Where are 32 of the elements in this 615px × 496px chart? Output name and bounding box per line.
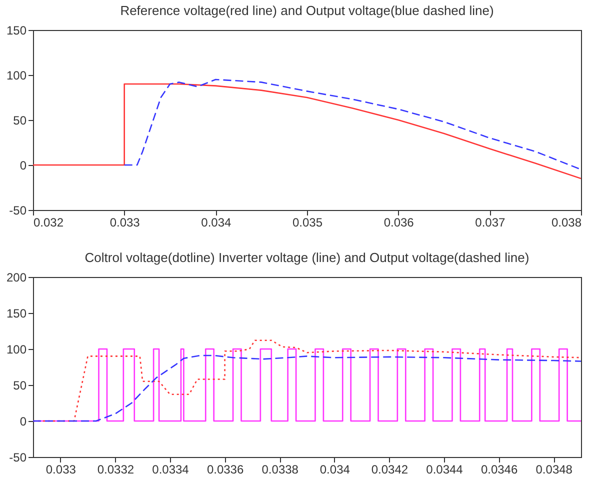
x-tick-label: 0.0336: [206, 462, 244, 476]
y-tick-label: 150: [6, 24, 27, 38]
y-tick-label: 200: [6, 270, 27, 284]
x-tick-label: 0.0346: [480, 462, 518, 476]
x-tick-label: 0.032: [34, 216, 64, 230]
x-tick-label: 0.0348: [536, 462, 573, 476]
x-tick-label: 0.037: [475, 216, 506, 230]
y-tick-label: 0: [20, 158, 27, 172]
y-tick-label: 100: [6, 68, 27, 82]
x-tick-label: 0.0334: [152, 462, 190, 476]
x-tick-label: 0.034: [320, 462, 350, 476]
line-series: [124, 78, 581, 170]
line-series: [33, 83, 581, 180]
x-tick-label: 0.0344: [426, 462, 464, 476]
y-tick-label: 0: [20, 414, 27, 428]
y-tick-label: 50: [13, 114, 27, 128]
x-tick-label: 0.035: [292, 216, 323, 230]
y-tick-label: 150: [6, 306, 27, 320]
x-tick-label: 0.036: [384, 216, 414, 230]
x-tick-label: 0.0342: [371, 462, 408, 476]
x-tick-label: 0.0332: [97, 462, 134, 476]
y-tick-label: -50: [9, 204, 27, 218]
y-tick-label: -50: [9, 450, 27, 464]
x-tick-label: 0.033: [46, 462, 76, 476]
chart-title: Reference voltage(red line) and Output voltage(blue dashed line): [120, 3, 494, 18]
chart-title: Coltrol voltage(dotline) Inverter voltage (line) and Output voltage(dashed line): [84, 250, 530, 265]
x-tick-label: 0.038: [551, 216, 582, 230]
x-tick-label: 0.033: [110, 216, 140, 230]
x-tick-label: 0.034: [201, 216, 232, 230]
y-tick-label: 100: [6, 342, 27, 356]
x-tick-label: 0.0338: [262, 462, 299, 476]
y-tick-label: 50: [13, 378, 27, 392]
